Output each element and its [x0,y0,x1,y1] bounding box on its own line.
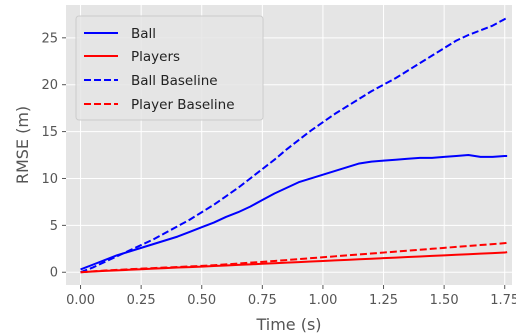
x-tick-label: 0.25 [127,293,156,308]
series-layer [80,17,508,274]
x-axis-ticks: 0.00 0.25 0.50 0.75 1.00 1.25 1.50 1.75 [66,285,516,308]
x-tick-label: 1.25 [369,293,398,308]
x-tick-label: 0.00 [66,293,95,308]
y-tick-label: 15 [41,125,58,140]
series-ball-baseline-line [80,17,508,274]
y-tick-label: 0 [50,266,58,281]
x-tick-label: 1.00 [308,293,337,308]
legend-label-ball-baseline: Ball Baseline [131,73,218,89]
x-tick-label: 1.50 [430,293,459,308]
x-tick-label: 1.75 [490,293,516,308]
series-player-baseline-line [80,241,508,274]
legend-box [75,15,264,121]
legend: Ball Players Ball Baseline Player Baseli… [75,15,264,121]
y-axis-label: RMSE (m) [13,106,32,184]
x-tick-label: 0.50 [187,293,216,308]
series-ball-line [80,154,508,271]
y-tick-label: 25 [41,31,58,46]
legend-label-players: Players [131,49,180,65]
x-tick-label: 0.75 [248,293,277,308]
y-tick-label: 5 [50,219,58,234]
y-axis-ticks: 0 5 10 15 20 25 [41,31,66,281]
legend-label-player-baseline: Player Baseline [131,97,235,113]
legend-label-ball: Ball [131,26,156,42]
y-tick-label: 20 [41,78,58,93]
y-tick-label: 10 [41,172,58,187]
x-axis-label: Time (s) [255,315,321,334]
